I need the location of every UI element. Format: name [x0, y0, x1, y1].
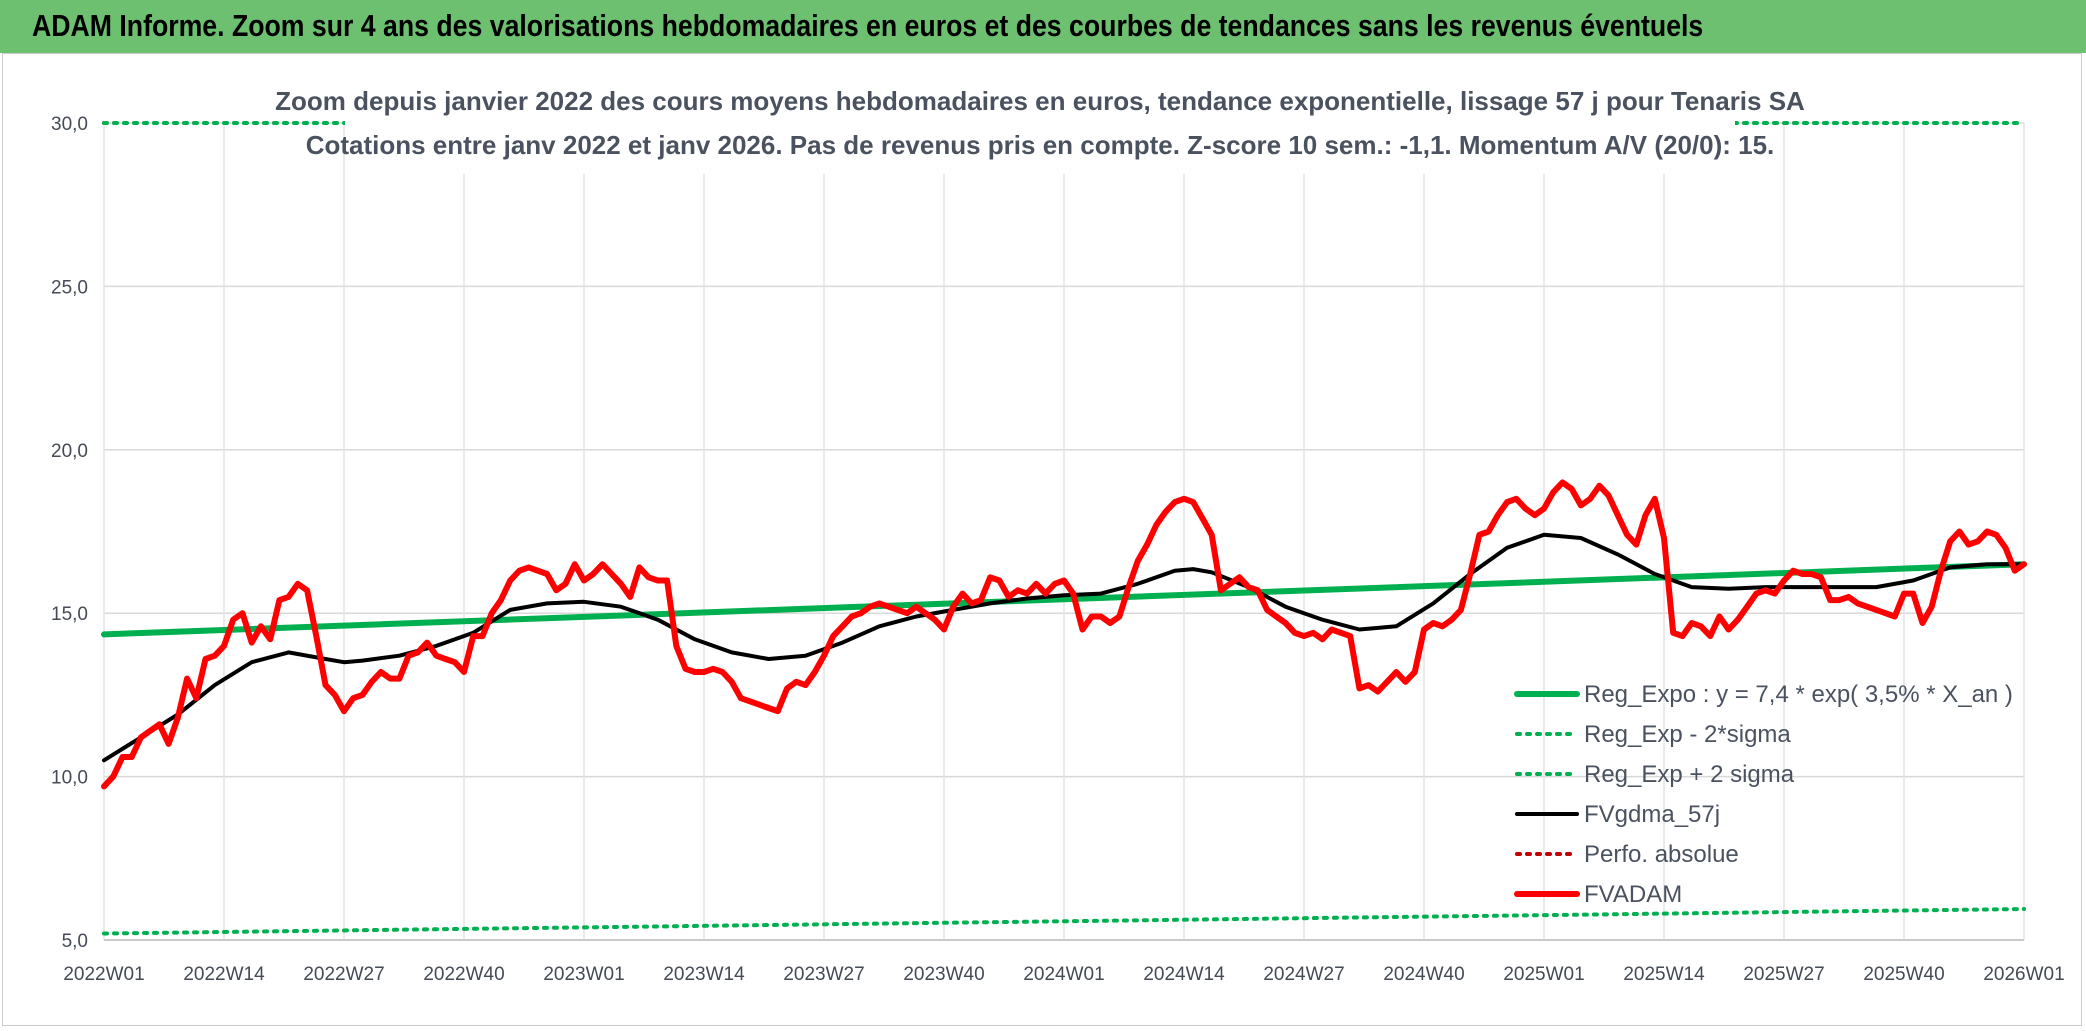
x-tick-label: 2025W14	[1623, 964, 1705, 985]
y-tick-label: 25,0	[51, 277, 88, 298]
x-axis-ticks: 2022W01 2022W14 2022W27 2022W40 2023W01 2023W…	[63, 964, 2064, 985]
x-tick-label: 2025W27	[1743, 964, 1824, 985]
x-tick-label: 2022W14	[183, 964, 265, 985]
report-banner: ADAM Informe. Zoom sur 4 ans des valoris…	[0, 0, 2086, 53]
series-line-reg-exp	[102, 907, 2026, 936]
y-axis-ticks: 5,0 10,0 15,0 20,0 25,0 30,0	[51, 114, 88, 952]
series-line-fvgdma-57j	[102, 532, 2026, 763]
x-tick-label: 2022W01	[63, 964, 144, 985]
x-tick-label: 2023W01	[543, 964, 624, 985]
x-tick-label: 2024W27	[1263, 964, 1344, 985]
y-tick-label: 20,0	[51, 441, 88, 462]
report-title: ADAM Informe. Zoom sur 4 ans des valoris…	[32, 8, 1704, 43]
legend-label: FVADAM	[1584, 881, 1682, 908]
series-line-reg-expo	[101, 561, 2027, 638]
x-tick-label: 2023W27	[783, 964, 864, 985]
chart-frame	[2, 53, 2082, 1026]
series-line-fvadam	[101, 479, 2027, 790]
legend-label: FVgdma_57j	[1584, 801, 1720, 828]
legend-label: Reg_Expo : y = 7,4 * exp( 3,5% * X_an )	[1584, 681, 2013, 708]
y-tick-label: 30,0	[51, 114, 88, 135]
x-tick-label: 2026W01	[1983, 964, 2064, 985]
y-tick-label: 5,0	[62, 931, 88, 952]
grid	[103, 122, 2025, 941]
x-tick-label: 2023W14	[663, 964, 745, 985]
chart-title-line-1: Zoom depuis janvier 2022 des cours moyen…	[275, 86, 1805, 116]
x-tick-label: 2022W27	[303, 964, 384, 985]
legend-label: Reg_Exp - 2*sigma	[1584, 721, 1791, 748]
y-tick-label: 15,0	[51, 604, 88, 625]
x-tick-label: 2024W01	[1023, 964, 1104, 985]
y-tick-label: 10,0	[51, 768, 88, 789]
x-tick-label: 2024W40	[1383, 964, 1464, 985]
x-tick-label: 2022W40	[423, 964, 504, 985]
x-tick-label: 2023W40	[903, 964, 984, 985]
x-tick-label: 2025W01	[1503, 964, 1584, 985]
chart-title-line-2: Cotations entre janv 2022 et janv 2026. …	[306, 130, 1775, 160]
x-tick-label: 2025W40	[1863, 964, 1944, 985]
legend: Reg_Expo : y = 7,4 * exp( 3,5% * X_an ) R…	[1514, 681, 2013, 908]
x-tick-label: 2024W14	[1143, 964, 1225, 985]
title-backdrop	[345, 82, 1735, 174]
legend-label: Perfo. absolue	[1584, 841, 1739, 868]
legend-label: Reg_Exp + 2 sigma	[1584, 761, 1795, 788]
